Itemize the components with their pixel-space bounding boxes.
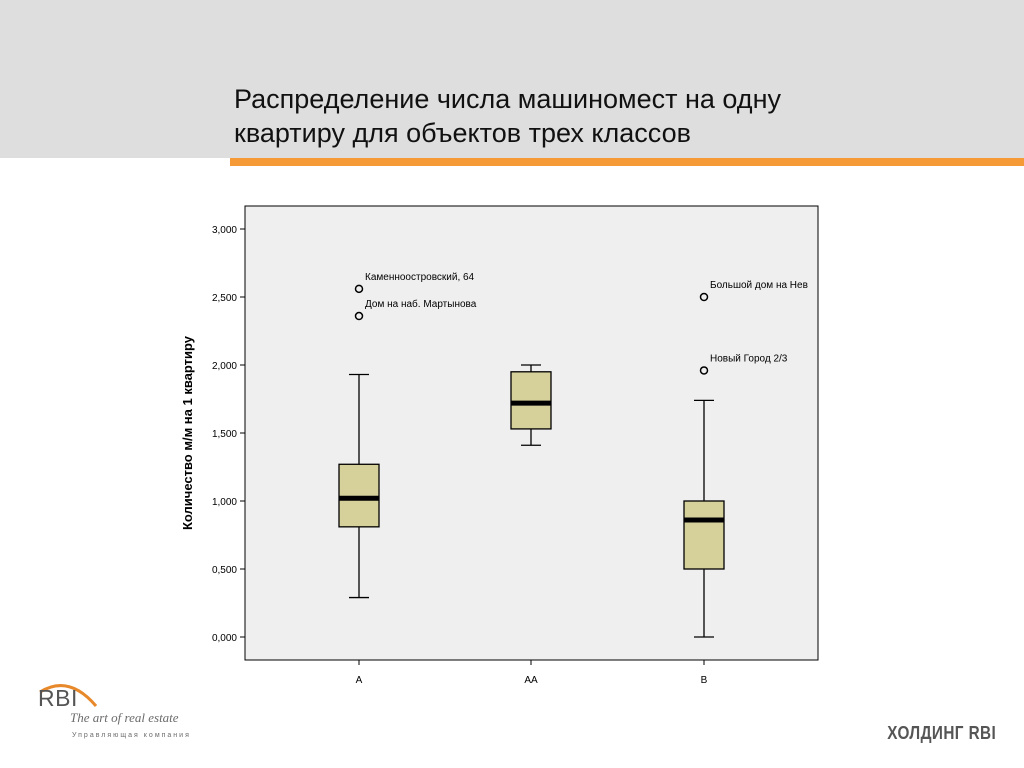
x-tick-label: B — [701, 675, 708, 686]
outlier-point — [699, 366, 709, 375]
rbi-logo: RBI The art of real estate Управляющая к… — [34, 676, 204, 746]
holding-label: ХОЛДИНГ RBI — [887, 723, 996, 743]
logo-subtitle: Управляющая компания — [72, 732, 191, 739]
logo-text: RBI — [38, 685, 78, 711]
y-tick-label: 0,000 — [212, 633, 237, 644]
y-tick-label: 1,000 — [212, 497, 237, 508]
box-b — [683, 500, 725, 570]
box-a — [338, 463, 380, 528]
y-tick-label: 0,500 — [212, 565, 237, 576]
outlier-label: Большой дом на Нев — [710, 280, 808, 291]
outlier-point — [354, 311, 364, 321]
slide-title-line-1: Распределение числа машиномест на одну — [234, 84, 781, 114]
y-tick-label: 2,000 — [212, 361, 237, 372]
y-tick-label: 2,500 — [212, 293, 237, 304]
outlier-point — [699, 292, 709, 302]
outlier-label: Новый Город 2/3 — [710, 353, 788, 364]
slide-title: Распределение числа машиномест на одну к… — [234, 82, 934, 150]
header-band — [0, 0, 1024, 158]
logo-tagline: The art of real estate — [70, 710, 179, 725]
outlier-point — [354, 284, 364, 294]
accent-bar — [230, 158, 1024, 166]
y-tick-label: 3,000 — [212, 225, 237, 236]
y-axis-label: Количество м/м на 1 квартиру — [180, 335, 195, 530]
box-aa — [510, 371, 552, 430]
outlier-label: Дом на наб. Мартынова — [365, 298, 477, 310]
outlier-label: Каменноостровский, 64 — [365, 272, 475, 283]
slide-title-line-2: квартиру для объектов трех классов — [234, 118, 691, 148]
x-tick-label: AA — [524, 675, 538, 686]
logo-arc-icon — [39, 684, 98, 707]
y-tick-label: 1,500 — [212, 429, 237, 440]
x-tick-label: A — [356, 675, 363, 686]
